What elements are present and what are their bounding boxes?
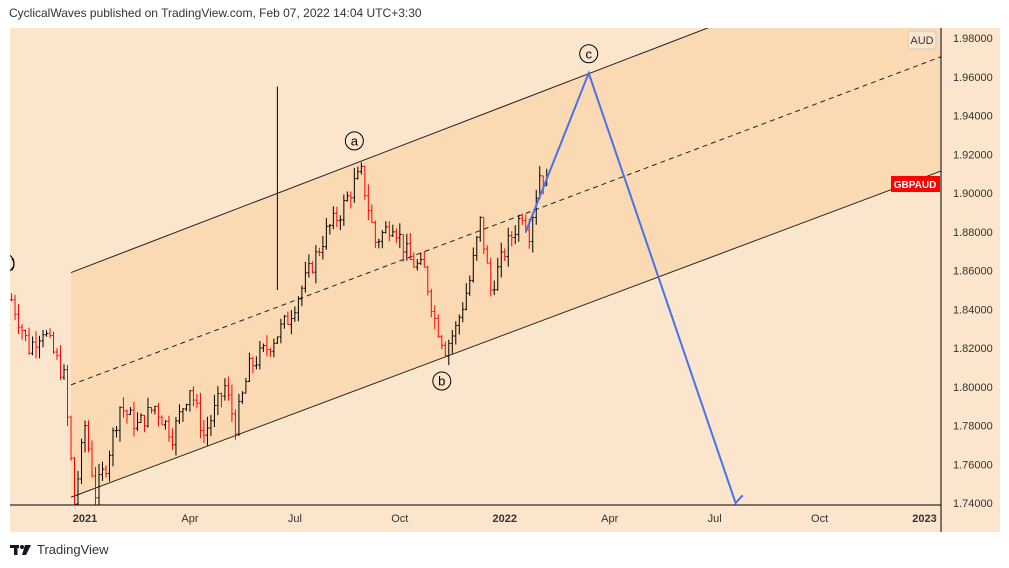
channel-fill	[71, 28, 941, 498]
time-tick-label: Oct	[391, 513, 408, 525]
price-tick-label: 1.90000	[953, 188, 993, 200]
partial-wave-text: )	[11, 256, 15, 271]
price-tick-label: 1.94000	[953, 111, 993, 123]
time-tick-label: Jul	[288, 513, 302, 525]
currency-badge: AUD	[907, 30, 937, 50]
tradingview-brand[interactable]: TradingView	[10, 542, 109, 557]
symbol-price-badge: GBPAUD	[891, 176, 940, 192]
symbol-badge-bg	[891, 176, 940, 192]
projection-path	[524, 70, 744, 505]
wave-label-c: c	[579, 44, 599, 64]
price-tick-label: 1.82000	[953, 343, 993, 355]
brand-label: TradingView	[37, 542, 109, 557]
partial-wave-circle	[10, 254, 15, 272]
time-tick-label: 2021	[73, 513, 97, 525]
time-tick-label: Oct	[811, 513, 828, 525]
symbol-label: GBPAUD	[894, 180, 937, 191]
price-tick-label: 1.84000	[953, 304, 993, 316]
channel-median-line	[70, 56, 941, 386]
wave-label-text: b	[438, 374, 445, 389]
currency-badge-bg	[907, 30, 937, 50]
time-tick-label: Jul	[708, 513, 722, 525]
wave-circle	[432, 371, 452, 391]
price-tick-label: 1.80000	[953, 382, 993, 394]
price-tick-label: 1.86000	[953, 266, 993, 278]
plot-area: a b c)	[10, 28, 941, 505]
price-tick-label: 1.78000	[953, 421, 993, 433]
partial-wave-label: )	[10, 254, 15, 272]
wave-label-a: a	[344, 131, 364, 151]
price-tick-label-partial: 1.98000	[953, 33, 993, 45]
price-tick-label: 1.76000	[953, 459, 993, 471]
time-tick-label: 2022	[493, 513, 517, 525]
time-tick-label: Apr	[181, 513, 198, 525]
price-tick-label: 1.74000	[953, 498, 993, 510]
price-tick-label: 1.88000	[953, 227, 993, 239]
price-tick-label: 1.96000	[953, 72, 993, 84]
wave-label-b: b	[432, 371, 452, 391]
wave-circle	[579, 44, 599, 64]
channel-lower-line	[70, 170, 941, 498]
wave-label-text: c	[585, 46, 592, 61]
publish-info: CyclicalWaves published on TradingView.c…	[9, 6, 422, 20]
wave-circle	[344, 131, 364, 151]
time-tick-label: Apr	[601, 513, 618, 525]
channel-upper-line	[70, 28, 710, 274]
price-tick-label: 1.92000	[953, 149, 993, 161]
wave-label-text: a	[351, 133, 359, 148]
currency-label: AUD	[910, 35, 933, 47]
tradingview-logo-icon	[10, 544, 31, 555]
time-tick-label: 2023	[912, 513, 936, 525]
